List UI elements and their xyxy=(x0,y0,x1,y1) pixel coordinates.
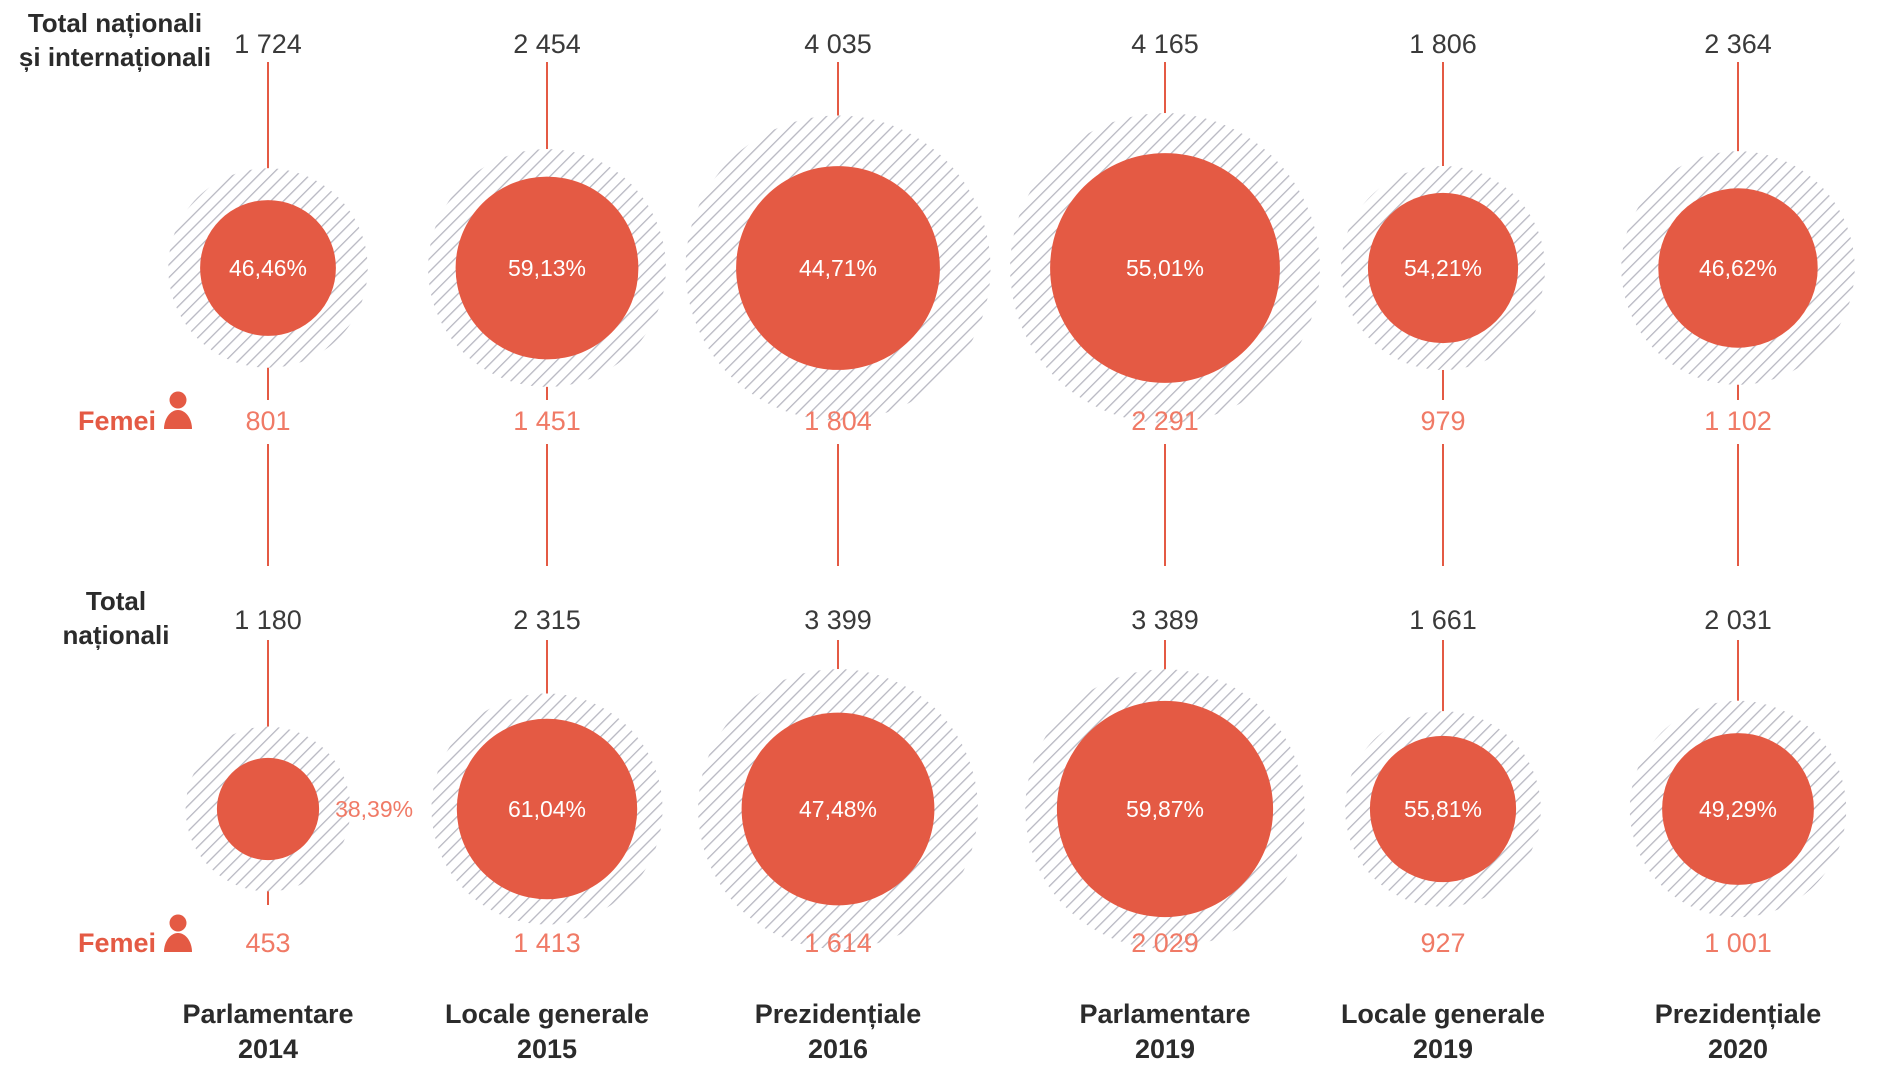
row2-label-line1: Total xyxy=(86,586,146,616)
women-bubble xyxy=(216,757,320,861)
row1-label-line2: și internaționali xyxy=(19,42,211,72)
percent-label: 47,48% xyxy=(799,796,877,822)
category-year-label: 2014 xyxy=(238,1034,298,1064)
percent-label: 55,01% xyxy=(1126,255,1204,281)
women-bubble xyxy=(456,718,638,900)
total-value-label: 2 315 xyxy=(513,605,581,635)
category-label: Locale generale xyxy=(1341,999,1545,1029)
women-bubble xyxy=(1662,733,1814,885)
women-bubble xyxy=(1050,153,1280,383)
category-year-label: 2020 xyxy=(1708,1034,1768,1064)
percent-label: 59,13% xyxy=(508,255,586,281)
category-label: Parlamentare xyxy=(182,999,353,1029)
women-bubble xyxy=(736,166,940,370)
women-value-label: 1 413 xyxy=(513,928,581,958)
row2-label-line2: naționali xyxy=(63,620,170,650)
women-bubble xyxy=(1367,192,1519,344)
women-bubble xyxy=(741,712,935,906)
total-value-label: 1 661 xyxy=(1409,605,1477,635)
category-year-label: 2019 xyxy=(1413,1034,1473,1064)
percent-label: 46,62% xyxy=(1699,255,1777,281)
total-value-label: 3 399 xyxy=(804,605,872,635)
percent-label: 55,81% xyxy=(1404,796,1482,822)
category-year-label: 2015 xyxy=(517,1034,577,1064)
women-value-label: 1 614 xyxy=(804,928,872,958)
category-label: Prezidențiale xyxy=(755,999,922,1029)
total-value-label: 4 165 xyxy=(1131,29,1199,59)
total-value-label: 1 180 xyxy=(234,605,302,635)
total-value-label: 2 364 xyxy=(1704,29,1772,59)
women-bubble xyxy=(1369,735,1517,883)
percent-label: 61,04% xyxy=(508,796,586,822)
women-label-row2: Femei xyxy=(78,928,156,958)
women-label-row1: Femei xyxy=(78,406,156,436)
total-value-label: 4 035 xyxy=(804,29,872,59)
women-value-label: 1 804 xyxy=(804,406,872,436)
total-value-label: 2 454 xyxy=(513,29,581,59)
percent-label: 59,87% xyxy=(1126,796,1204,822)
woman-icon xyxy=(164,914,192,952)
percent-label: 49,29% xyxy=(1699,796,1777,822)
women-bubble xyxy=(200,200,336,336)
category-label: Parlamentare xyxy=(1079,999,1250,1029)
percent-label: 46,46% xyxy=(229,255,307,281)
women-value-label: 2 291 xyxy=(1131,406,1199,436)
women-value-label: 453 xyxy=(245,928,290,958)
women-value-label: 2 029 xyxy=(1131,928,1199,958)
women-value-label: 801 xyxy=(245,406,290,436)
woman-icon xyxy=(164,391,192,429)
total-value-label: 2 031 xyxy=(1704,605,1772,635)
category-year-label: 2016 xyxy=(808,1034,868,1064)
women-value-label: 1 102 xyxy=(1704,406,1772,436)
percent-label: 54,21% xyxy=(1404,255,1482,281)
percent-label: 38,39% xyxy=(335,796,413,822)
chart-columns: 1 724 801 46,46% 2 454 1 451 59,13% 4 035 1 804… xyxy=(168,29,1855,1064)
women-value-label: 1 451 xyxy=(513,406,581,436)
women-value-label: 979 xyxy=(1420,406,1465,436)
women-bubble xyxy=(455,176,639,360)
row1-label-line1: Total naționali xyxy=(28,8,202,38)
category-label: Locale generale xyxy=(445,999,649,1029)
women-value-label: 927 xyxy=(1420,928,1465,958)
women-bubble xyxy=(1658,188,1818,348)
total-value-label: 1 806 xyxy=(1409,29,1477,59)
total-value-label: 1 724 xyxy=(234,29,302,59)
category-label: Prezidențiale xyxy=(1655,999,1822,1029)
women-bubble xyxy=(1056,700,1274,918)
percent-label: 44,71% xyxy=(799,255,877,281)
women-value-label: 1 001 xyxy=(1704,928,1772,958)
category-year-label: 2019 xyxy=(1135,1034,1195,1064)
total-value-label: 3 389 xyxy=(1131,605,1199,635)
